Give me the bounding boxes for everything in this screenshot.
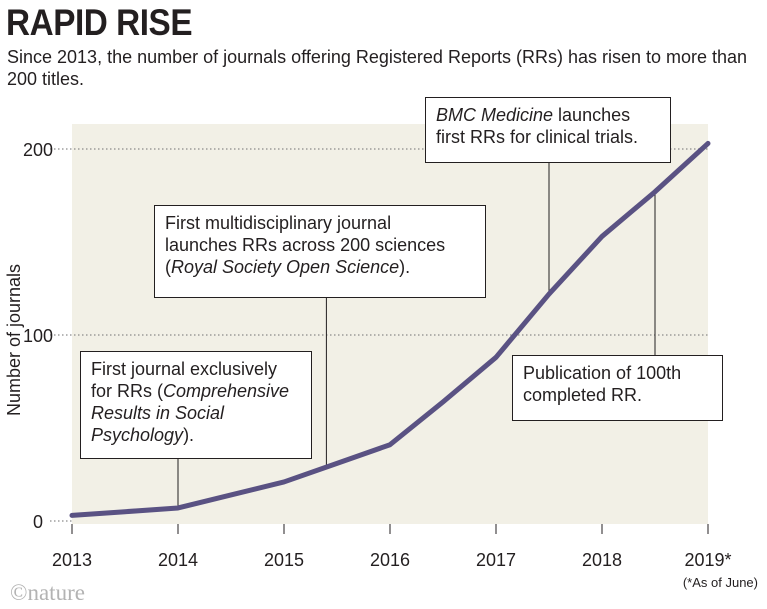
annotation-multidisciplinary-journal: First multidisciplinary journal launches … (154, 205, 486, 298)
x-tick-label: 2016 (370, 550, 410, 570)
x-tick-label: 2019* (684, 550, 731, 570)
x-tick-label: 2015 (264, 550, 304, 570)
plot-background (72, 124, 708, 524)
annotation-line: Psychology). (91, 425, 195, 445)
y-tick-label: 200 (23, 140, 53, 160)
annotation-line: Results in Social (91, 403, 225, 423)
annotation-line: for RRs (Comprehensive (91, 381, 290, 401)
annotation-first-rr-journal: First journal exclusively for RRs (Compre… (80, 351, 312, 459)
footnote: (*As of June) (682, 575, 758, 590)
nature-logo: ©nature (10, 580, 85, 605)
y-tick-label: 100 (23, 326, 53, 346)
annotation-line: launches RRs across 200 sciences (165, 235, 446, 255)
x-tick-label: 2018 (582, 550, 622, 570)
annotation-line: First journal exclusively (91, 359, 278, 379)
annotation-line: (Royal Society Open Science). (165, 257, 411, 277)
chart-subtitle: Since 2013, the number of journals offer… (7, 47, 748, 89)
annotation-100th-report: Publication of 100th completed RR. (512, 355, 723, 421)
x-tick-label: 2014 (158, 550, 198, 570)
series-line (69, 140, 711, 518)
y-tick-label: 0 (33, 512, 43, 532)
annotation-line: first RRs for clinical trials. (436, 127, 639, 147)
chart-title: RAPID RISE (6, 2, 193, 43)
annotation-line: First multidisciplinary journal (165, 213, 392, 233)
x-tick-label: 2017 (476, 550, 516, 570)
annotation-line: Publication of 100th (523, 363, 682, 383)
annotation-bmc-medicine: BMC Medicine launches first RRs for clini… (425, 97, 671, 163)
y-axis-label: Number of journals (4, 264, 24, 416)
annotation-line: BMC Medicine launches (436, 105, 631, 125)
x-tick-label: 2013 (52, 550, 92, 570)
annotation-line: completed RR. (523, 385, 643, 405)
